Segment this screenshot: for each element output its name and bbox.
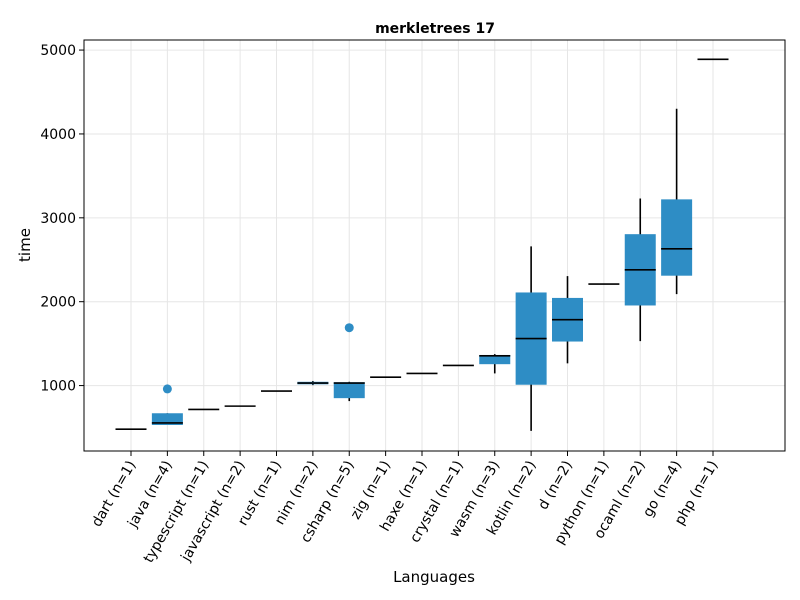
x-axis-label: Languages [393, 568, 475, 586]
box-java [151, 384, 183, 425]
box-body [151, 413, 183, 425]
y-axis-label: time [16, 228, 34, 262]
box-body [333, 382, 365, 399]
outlier-point [162, 384, 172, 394]
grid [84, 40, 785, 451]
outlier-point [344, 323, 354, 333]
box-body [661, 199, 693, 276]
y-axis-ticks: 1000 2000 3000 4000 5000 [40, 43, 84, 395]
box-wasm [479, 354, 511, 374]
x-axis-ticks: dart (n=1)java (n=4)typescript (n=1)java… [89, 451, 721, 566]
box-d [552, 276, 583, 364]
y-tick-label: 4000 [40, 127, 76, 143]
y-tick-label: 5000 [40, 43, 76, 59]
box-ocaml [624, 198, 656, 342]
box-go [661, 108, 693, 295]
box-csharp [333, 323, 365, 402]
y-tick-label: 1000 [40, 379, 76, 395]
x-tick-label: d (n=2) [535, 458, 576, 513]
chart-title: merkletrees 17 [375, 21, 495, 37]
box-series [115, 58, 729, 431]
y-tick-label: 3000 [40, 211, 76, 227]
x-tick-label: typescript (n=1) [141, 458, 212, 566]
plot-area-frame [83, 39, 786, 452]
box-body [479, 354, 511, 365]
y-tick-label: 2000 [40, 295, 76, 311]
box-kotlin [515, 246, 547, 431]
box-nim [297, 380, 329, 386]
